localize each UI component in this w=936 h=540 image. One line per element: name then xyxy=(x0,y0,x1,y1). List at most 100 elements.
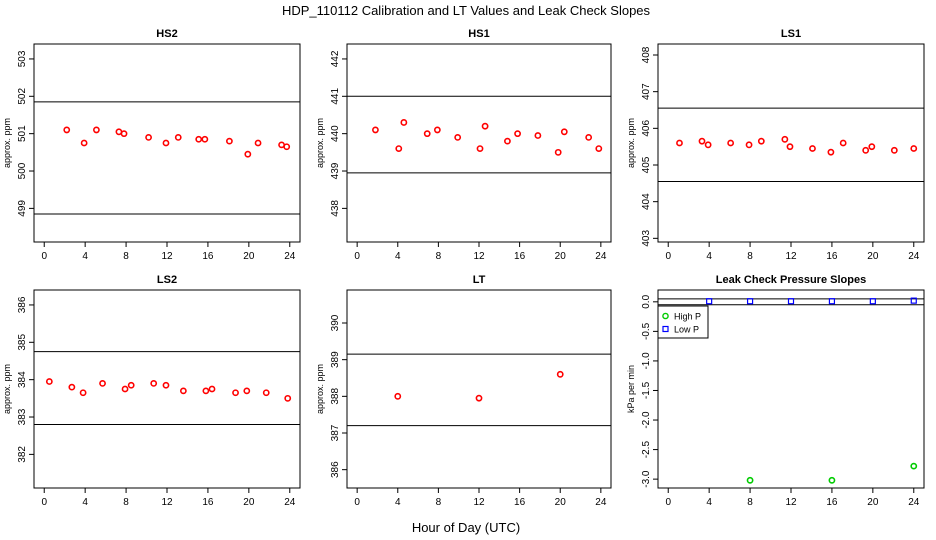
y-tick-label: 500 xyxy=(17,162,28,179)
panel-title: LT xyxy=(473,274,486,286)
data-point xyxy=(475,394,483,402)
y-tick-label: 390 xyxy=(330,314,341,331)
x-tick-label: 16 xyxy=(826,251,838,262)
data-point-low-p xyxy=(746,298,754,305)
panel-title: Leak Check Pressure Slopes xyxy=(716,274,866,286)
data-point xyxy=(99,379,106,387)
data-point xyxy=(454,133,462,141)
x-tick-label: 8 xyxy=(123,251,129,262)
data-point xyxy=(890,146,898,154)
x-tick-label: 12 xyxy=(473,497,485,508)
x-tick-label: 0 xyxy=(665,497,671,508)
data-point xyxy=(910,145,918,152)
data-point xyxy=(121,385,129,393)
legend: High P Low P xyxy=(657,305,709,339)
x-tick-label: 4 xyxy=(395,251,401,262)
data-point xyxy=(254,139,262,147)
data-point xyxy=(208,385,216,393)
y-tick-label: 501 xyxy=(17,125,28,142)
x-tick-label: 8 xyxy=(747,497,753,508)
y-tick-label: 405 xyxy=(641,156,652,173)
data-point xyxy=(786,143,794,151)
x-tick-label: 20 xyxy=(867,497,879,508)
y-axis-label: approx. ppm xyxy=(626,118,636,168)
data-point xyxy=(476,145,484,153)
y-tick-label: 386 xyxy=(330,461,341,478)
x-tick-label: 24 xyxy=(595,497,607,508)
data-point xyxy=(504,137,511,145)
panel-1: HS1 0 4 8 12 16 20 24 438 439 440 441 442 approx. ppm xyxy=(315,28,612,262)
y-tick-label: -1.5 xyxy=(641,381,652,399)
x-tick-label: 8 xyxy=(123,497,129,508)
x-tick-label: 4 xyxy=(82,251,88,262)
y-tick-label: 404 xyxy=(641,193,652,210)
data-point xyxy=(514,130,521,138)
y-tick-label: 385 xyxy=(17,334,28,351)
panel-title: LS2 xyxy=(157,274,177,286)
data-point-low-p xyxy=(787,298,795,305)
data-point xyxy=(781,135,789,143)
x-tick-label: 24 xyxy=(284,251,296,262)
x-tick-label: 0 xyxy=(354,497,360,508)
panel-3: LS2 0 4 8 12 16 20 24 382 383 384 385 386 approx. ppm xyxy=(2,274,301,508)
data-point xyxy=(481,122,489,130)
data-point xyxy=(127,381,135,389)
data-point xyxy=(395,145,403,153)
data-point xyxy=(145,133,152,141)
data-point xyxy=(839,139,847,147)
y-tick-label: 502 xyxy=(17,88,28,105)
panel-title: HS2 xyxy=(156,28,177,40)
y-tick-label: -2.0 xyxy=(641,411,652,429)
x-tick-label: 24 xyxy=(284,497,296,508)
data-point xyxy=(400,119,408,126)
y-tick-label: 440 xyxy=(330,125,341,142)
data-point xyxy=(534,132,542,139)
data-point xyxy=(862,146,870,154)
data-point xyxy=(423,130,431,138)
data-point xyxy=(262,389,270,397)
data-point-low-p xyxy=(706,298,713,305)
y-tick-label: 386 xyxy=(17,296,28,313)
data-point xyxy=(868,143,876,151)
y-tick-label: 389 xyxy=(330,351,341,368)
x-tick-label: 8 xyxy=(436,251,442,262)
x-tick-label: 16 xyxy=(202,251,214,262)
x-tick-label: 0 xyxy=(41,497,47,508)
data-point xyxy=(704,141,712,149)
panel-frame xyxy=(346,43,612,243)
y-tick-label: 499 xyxy=(17,200,28,217)
y-tick-label: 408 xyxy=(641,46,652,63)
x-tick-label: 4 xyxy=(706,251,712,262)
data-point xyxy=(757,137,765,145)
y-tick-label: -2.5 xyxy=(641,441,652,459)
y-tick-label: 0.0 xyxy=(641,294,652,308)
x-tick-label: 20 xyxy=(867,251,879,262)
y-tick-label: 388 xyxy=(330,388,341,405)
y-axis-label: approx. ppm xyxy=(2,118,12,168)
data-point xyxy=(243,387,251,395)
x-tick-label: 8 xyxy=(436,497,442,508)
data-point xyxy=(202,387,210,395)
panel-5: Leak Check Pressure Slopes 0 4 8 12 16 20 24 -3.… xyxy=(626,274,925,508)
y-tick-label: 441 xyxy=(330,88,341,105)
x-tick-label: 24 xyxy=(908,497,920,508)
y-tick-label: 503 xyxy=(17,50,28,67)
data-point xyxy=(244,150,252,158)
y-tick-label: 382 xyxy=(17,446,28,463)
x-tick-label: 0 xyxy=(41,251,47,262)
panel-frame xyxy=(657,43,925,243)
data-point xyxy=(179,387,187,395)
x-tick-label: 0 xyxy=(665,251,671,262)
y-axis-label: kPa per min xyxy=(626,365,636,413)
data-point-low-p xyxy=(910,297,917,304)
data-point xyxy=(162,381,170,389)
data-point-low-p xyxy=(869,298,876,305)
data-point xyxy=(394,392,402,400)
legend-label: High P xyxy=(674,312,701,322)
y-tick-label: 407 xyxy=(641,83,652,100)
x-tick-label: 4 xyxy=(706,497,712,508)
legend-label: Low P xyxy=(674,325,699,335)
x-tick-label: 24 xyxy=(908,251,920,262)
y-axis-label: approx. ppm xyxy=(315,118,325,168)
